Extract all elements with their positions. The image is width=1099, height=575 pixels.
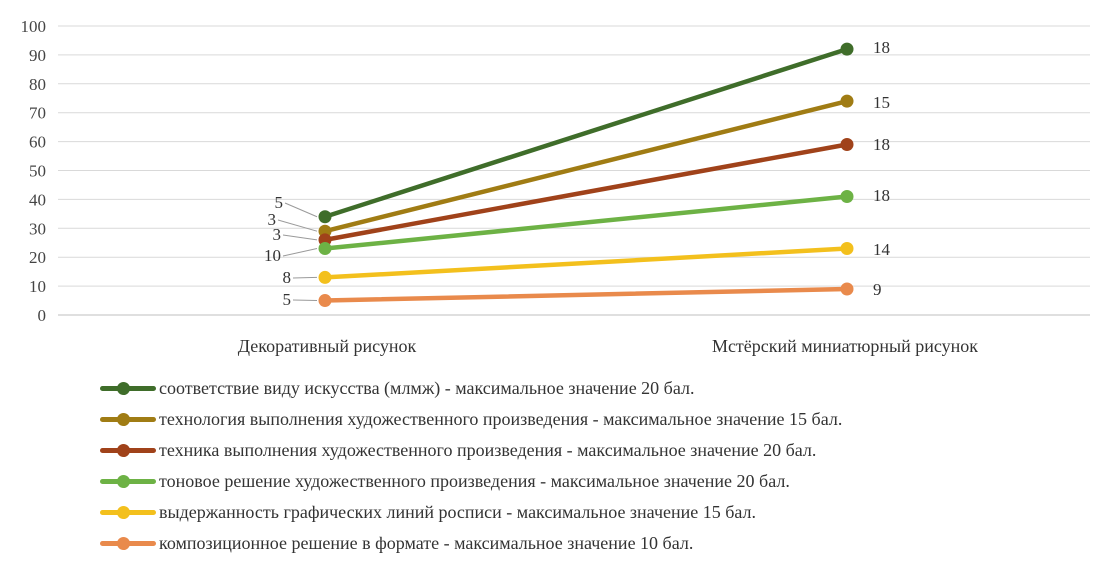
x-axis: Декоративный рисунок Мстёрский миниатюрны… [238,336,979,356]
y-tick-label: 80 [29,75,46,94]
data-labels: 5 18 3 15 3 18 10 18 8 14 5 9 [264,38,891,309]
legend: соответствие виду искусства (млмж) - мак… [100,373,1090,559]
data-point [840,94,854,108]
label-leader-lines [277,202,318,302]
leader-line [292,299,318,302]
legend-marker [117,444,130,457]
y-tick-label: 70 [29,104,46,123]
data-point [318,210,332,224]
series-lines [318,42,854,308]
legend-marker [117,475,130,488]
legend-label: техника выполнения художественного произ… [159,440,817,460]
legend-label: тоновое решение художественного произвед… [159,471,790,491]
x-category-label: Декоративный рисунок [238,336,417,356]
y-axis: 0 10 20 30 40 50 60 70 80 90 100 [21,17,47,325]
line-chart: 0 10 20 30 40 50 60 70 80 90 100 Декоративный рису… [21,17,1090,356]
leader-line [282,234,318,241]
legend-item: соответствие виду искусства (млмж) - мак… [100,373,1090,404]
y-tick-label: 100 [21,17,47,36]
data-label: 10 [264,246,281,265]
series [318,42,854,224]
legend-label: технология выполнения художественного пр… [159,409,843,429]
legend-item: выдержанность графических линий росписи … [100,497,1090,528]
data-label: 18 [873,135,890,154]
data-label: 3 [268,210,277,229]
data-label: 15 [873,93,890,112]
data-label: 9 [873,280,882,299]
y-tick-label: 10 [29,277,46,296]
data-point [840,42,854,56]
legend-marker [117,413,130,426]
data-point [318,242,332,256]
data-point [840,242,854,256]
y-tick-label: 60 [29,133,46,152]
legend-item: технология выполнения художественного пр… [100,404,1090,435]
data-label: 3 [273,225,282,244]
y-tick-label: 20 [29,248,46,267]
leader-line [292,276,318,279]
y-tick-label: 50 [29,162,46,181]
data-label: 18 [873,38,890,57]
data-label: 8 [283,268,292,287]
series [318,242,854,284]
data-point [840,137,854,151]
series-line [322,286,850,303]
legend-item: композиционное решение в формате - макси… [100,528,1090,559]
series [318,282,854,308]
leader-line [284,202,318,218]
legend-label: выдержанность графических линий росписи … [159,502,757,522]
x-category-label: Мстёрский миниатюрный рисунок [712,336,978,356]
y-tick-label: 0 [38,306,47,325]
series [318,190,854,256]
data-label: 14 [873,240,891,259]
legend-marker [117,382,130,395]
leader-line [282,248,318,257]
data-point [840,190,854,204]
data-label: 18 [873,186,890,205]
series-line [322,194,850,251]
series-line [322,246,850,280]
data-point [840,282,854,296]
data-point [318,270,332,284]
legend-label: соответствие виду искусства (млмж) - мак… [159,378,695,398]
legend-marker [117,506,130,519]
legend-item: тоновое решение художественного произвед… [100,466,1090,497]
legend-marker [117,537,130,550]
y-tick-label: 30 [29,219,46,238]
series-line [322,46,850,219]
y-tick-label: 40 [29,190,46,209]
series-line [322,142,850,243]
legend-item: техника выполнения художественного произ… [100,435,1090,466]
leader-line [277,219,318,232]
legend-label: композиционное решение в формате - макси… [159,533,694,553]
data-point [318,294,332,308]
data-label: 5 [283,290,292,309]
y-tick-label: 90 [29,46,46,65]
series-line [322,98,850,234]
series [318,94,854,238]
data-label: 5 [275,193,284,212]
